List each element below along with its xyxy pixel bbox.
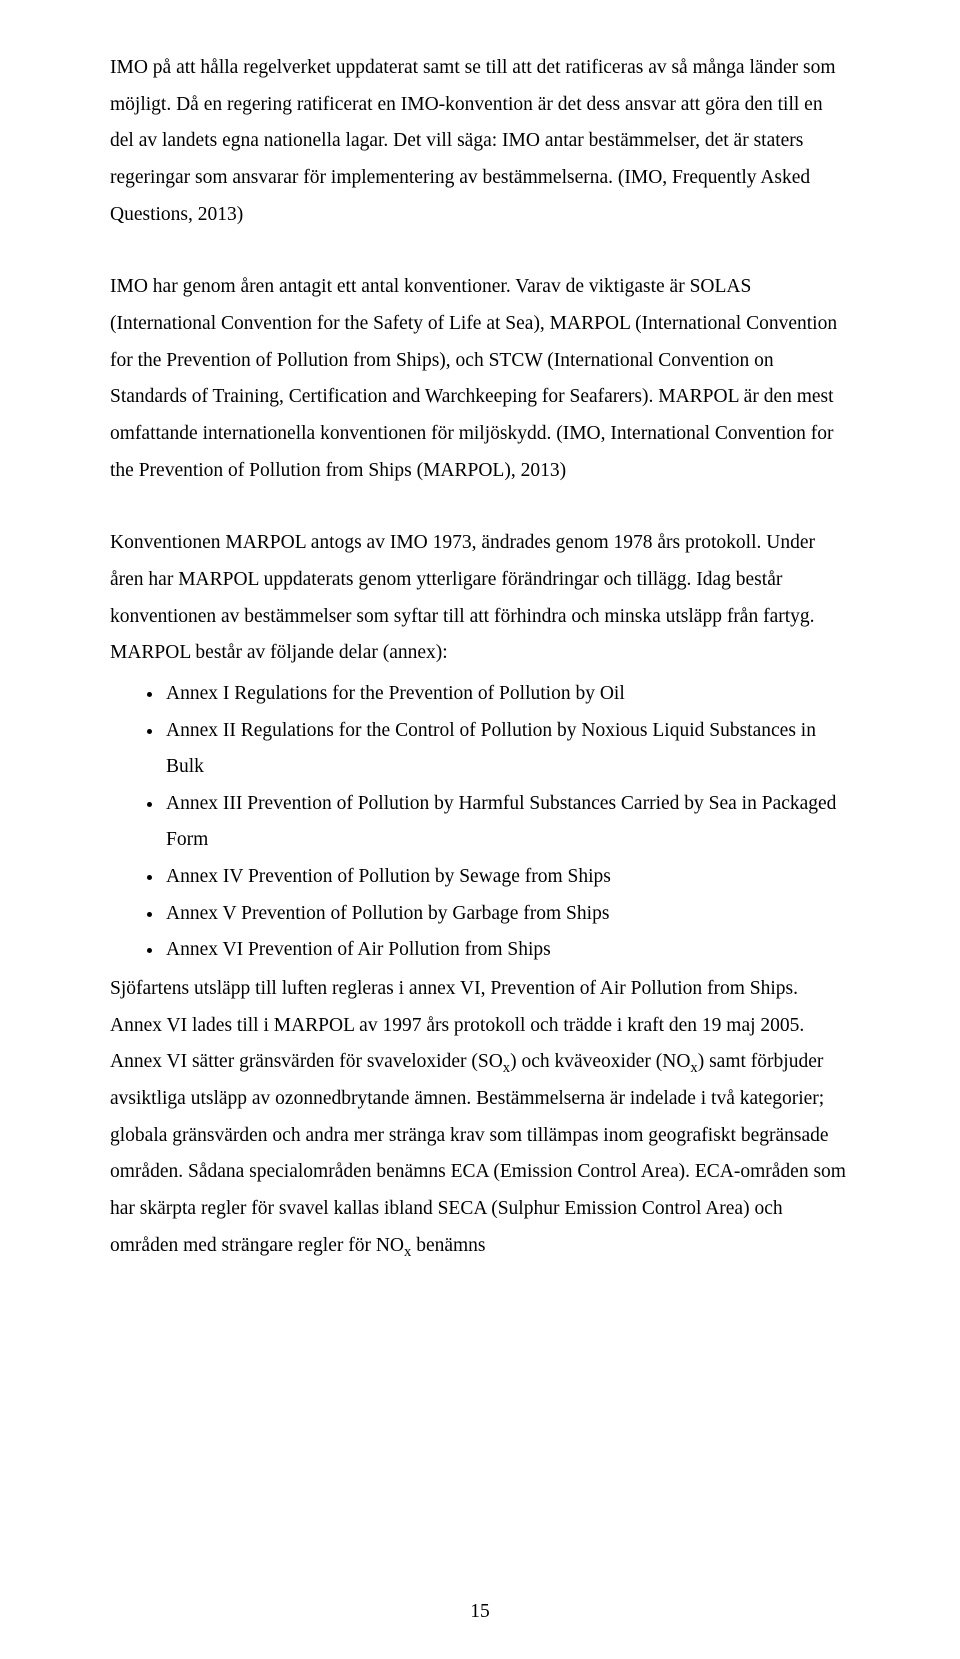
subscript-x: x (690, 1060, 697, 1076)
list-item: Annex IV Prevention of Pollution by Sewa… (164, 859, 850, 896)
list-item: Annex V Prevention of Pollution by Garba… (164, 896, 850, 933)
list-item: Annex VI Prevention of Air Pollution fro… (164, 932, 850, 969)
paragraph-1: IMO på att hålla regelverket uppdaterat … (110, 50, 850, 233)
list-item: Annex II Regulations for the Control of … (164, 713, 850, 786)
page-number: 15 (0, 1594, 960, 1631)
subscript-x: x (503, 1060, 510, 1076)
document-page: IMO på att hålla regelverket uppdaterat … (0, 0, 960, 1659)
paragraph-4-text: ) samt förbjuder avsiktliga utsläpp av o… (110, 1051, 846, 1255)
paragraph-4: Sjöfartens utsläpp till luften regleras … (110, 971, 850, 1264)
paragraph-4-text: benämns (411, 1235, 485, 1256)
paragraph-4-text: ) och kväveoxider (NO (510, 1051, 690, 1072)
list-item: Annex I Regulations for the Prevention o… (164, 676, 850, 713)
annex-list: Annex I Regulations for the Prevention o… (110, 676, 850, 969)
paragraph-3: Konventionen MARPOL antogs av IMO 1973, … (110, 525, 850, 672)
list-item: Annex III Prevention of Pollution by Har… (164, 786, 850, 859)
paragraph-2: IMO har genom åren antagit ett antal kon… (110, 269, 850, 489)
